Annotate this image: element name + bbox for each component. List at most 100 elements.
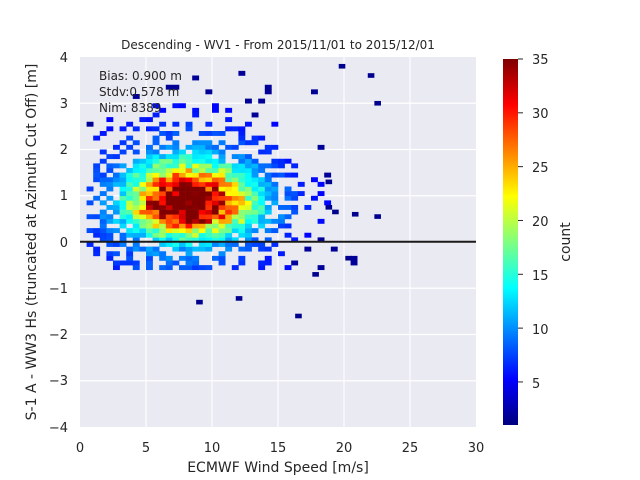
heatmap-cell [218,209,226,215]
heatmap-cell [264,205,272,210]
heatmap-cell [126,209,134,215]
heatmap-cell [185,246,193,252]
heatmap-cell [350,260,358,266]
heatmap-cell [284,158,292,164]
heatmap-cell [225,163,233,169]
annotation-count: Nim: 8389 [99,101,161,115]
heatmap-cell [338,63,346,69]
heatmap-cell [152,237,160,243]
heatmap-cell [218,158,226,164]
heatmap-cell [271,163,279,169]
heatmap-cell [225,117,233,123]
heatmap-cell [146,168,153,173]
heatmap-cell [205,149,213,155]
heatmap-cell [205,168,213,173]
colorbar-tick-label: 30 [532,107,549,122]
y-axis-title: S-1 A - WW3 Hs (truncated at Azimuth Cut… [24,64,40,421]
heatmap-cell [179,154,186,160]
heatmap-cell [264,246,272,252]
heatmap-cell [245,172,252,178]
heatmap-cell [264,209,272,215]
heatmap-cell [159,107,167,113]
heatmap-cell [225,181,233,187]
heatmap-cell [192,209,200,215]
heatmap-cell [159,218,167,224]
heatmap-cell [192,163,200,169]
heatmap-cell [258,168,266,173]
heatmap-cell [106,251,114,257]
heatmap-cell [304,246,312,252]
heatmap-cell [139,117,147,123]
heatmap-cell [126,218,134,224]
heatmap-cell [231,168,239,173]
heatmap-cell [374,100,381,106]
heatmap-cell [106,242,114,247]
heatmap-cell [106,117,114,123]
heatmap-cell [113,172,120,178]
heatmap-cell [152,209,160,215]
heatmap-cell [192,158,200,164]
heatmap-cell [113,218,120,224]
colorbar-tick-label: 10 [532,323,549,338]
colorbar [503,59,518,425]
heatmap-cell [119,140,127,146]
heatmap-cell [113,205,120,210]
heatmap-cell [192,112,200,118]
heatmap-cell [113,242,120,247]
heatmap-cell [225,168,233,173]
heatmap-cell [132,260,140,266]
heatmap-cell [238,154,246,160]
heatmap-cell [205,218,213,224]
heatmap-cell [231,223,239,229]
heatmap-cell [231,163,239,169]
heatmap-cell [198,232,206,238]
heatmap-cell [264,172,272,178]
heatmap-cell [192,177,200,183]
heatmap-cell [198,223,206,229]
heatmap-cell [258,242,266,247]
heatmap-cell [113,181,120,187]
heatmap-cell [251,158,259,164]
heatmap-cell [218,181,226,187]
heatmap-cell [205,121,213,127]
heatmap-cell [86,200,94,206]
heatmap-cell [278,163,285,169]
heatmap-cell [93,163,101,169]
heatmap-cell [251,186,259,192]
heatmap-cell [172,186,180,192]
heatmap-cell [258,163,266,169]
heatmap-cell [225,214,233,220]
heatmap-cell [93,251,101,257]
heatmap-cell [172,149,180,155]
heatmap-cell [205,237,213,243]
heatmap-cell [271,158,279,164]
heatmap-cell [179,246,186,252]
heatmap-cell [185,205,193,210]
heatmap-cell [93,214,101,220]
heatmap-cell [284,205,292,210]
heatmap-cell [238,163,246,169]
heatmap-cell [172,84,180,90]
heatmap-cell [139,205,147,210]
heatmap-cell [165,131,173,136]
heatmap-cell [218,149,226,155]
heatmap-cell [139,209,147,215]
heatmap-cell [172,242,180,247]
heatmap-cell [132,205,140,210]
heatmap-cell [291,195,299,201]
heatmap-cell [139,228,147,234]
heatmap-cell [152,228,160,234]
heatmap-cell [179,195,186,201]
heatmap-cell [159,168,167,173]
heatmap-cell [139,158,147,164]
heatmap-cell [185,251,193,257]
x-tick-label: 20 [336,441,353,456]
heatmap-cell [192,265,200,271]
heatmap-cell [93,232,101,238]
heatmap-cell [146,181,153,187]
heatmap-cell [198,186,206,192]
heatmap-cell [106,228,114,234]
heatmap-cell [235,296,243,301]
heatmap-cell [278,218,285,224]
heatmap-cell [205,154,213,160]
